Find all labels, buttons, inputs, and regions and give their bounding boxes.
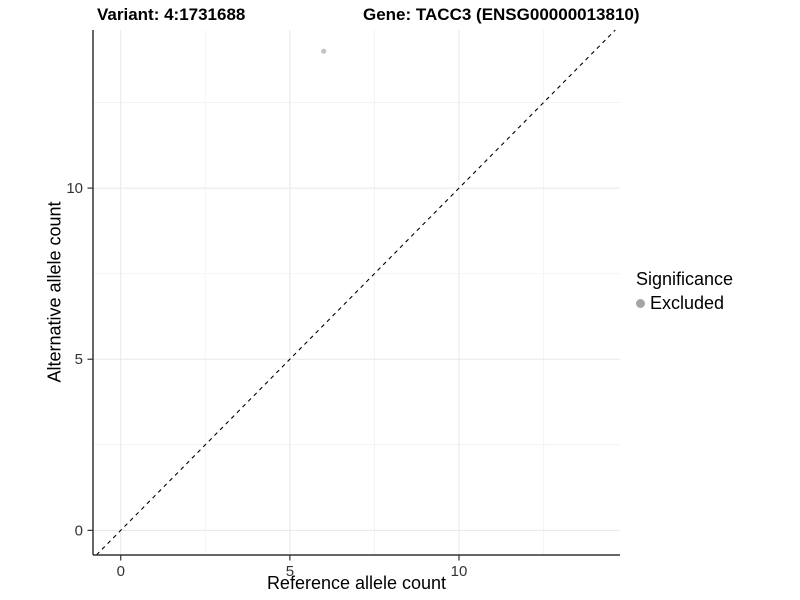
- x-tick-label: 10: [451, 563, 468, 580]
- x-axis-title: Reference allele count: [266, 573, 447, 593]
- plot-canvas: 0 5 10 0 5 10: [66, 29, 620, 580]
- legend-point-icon: [636, 299, 645, 308]
- y-tick-label: 0: [75, 522, 83, 539]
- plot-title-gene: Gene: TACC3 (ENSG00000013810): [363, 5, 640, 24]
- y-tick-label: 10: [66, 180, 83, 197]
- y-axis-title: Alternative allele count: [44, 201, 65, 383]
- y-tick-label: 5: [75, 351, 83, 368]
- data-point: [321, 48, 327, 54]
- legend: Significance Excluded: [636, 269, 733, 314]
- plot-title-variant: Variant: 4:1731688: [97, 5, 246, 24]
- identity-line: [95, 29, 616, 556]
- x-tick-label: 0: [117, 563, 125, 580]
- legend-item-label: Excluded: [650, 293, 725, 313]
- legend-item-excluded: Excluded: [636, 293, 733, 314]
- legend-title: Significance: [636, 269, 734, 289]
- x-tick-label: 5: [286, 563, 294, 580]
- plot-panel: 0 5 10 0 5 10: [66, 29, 620, 580]
